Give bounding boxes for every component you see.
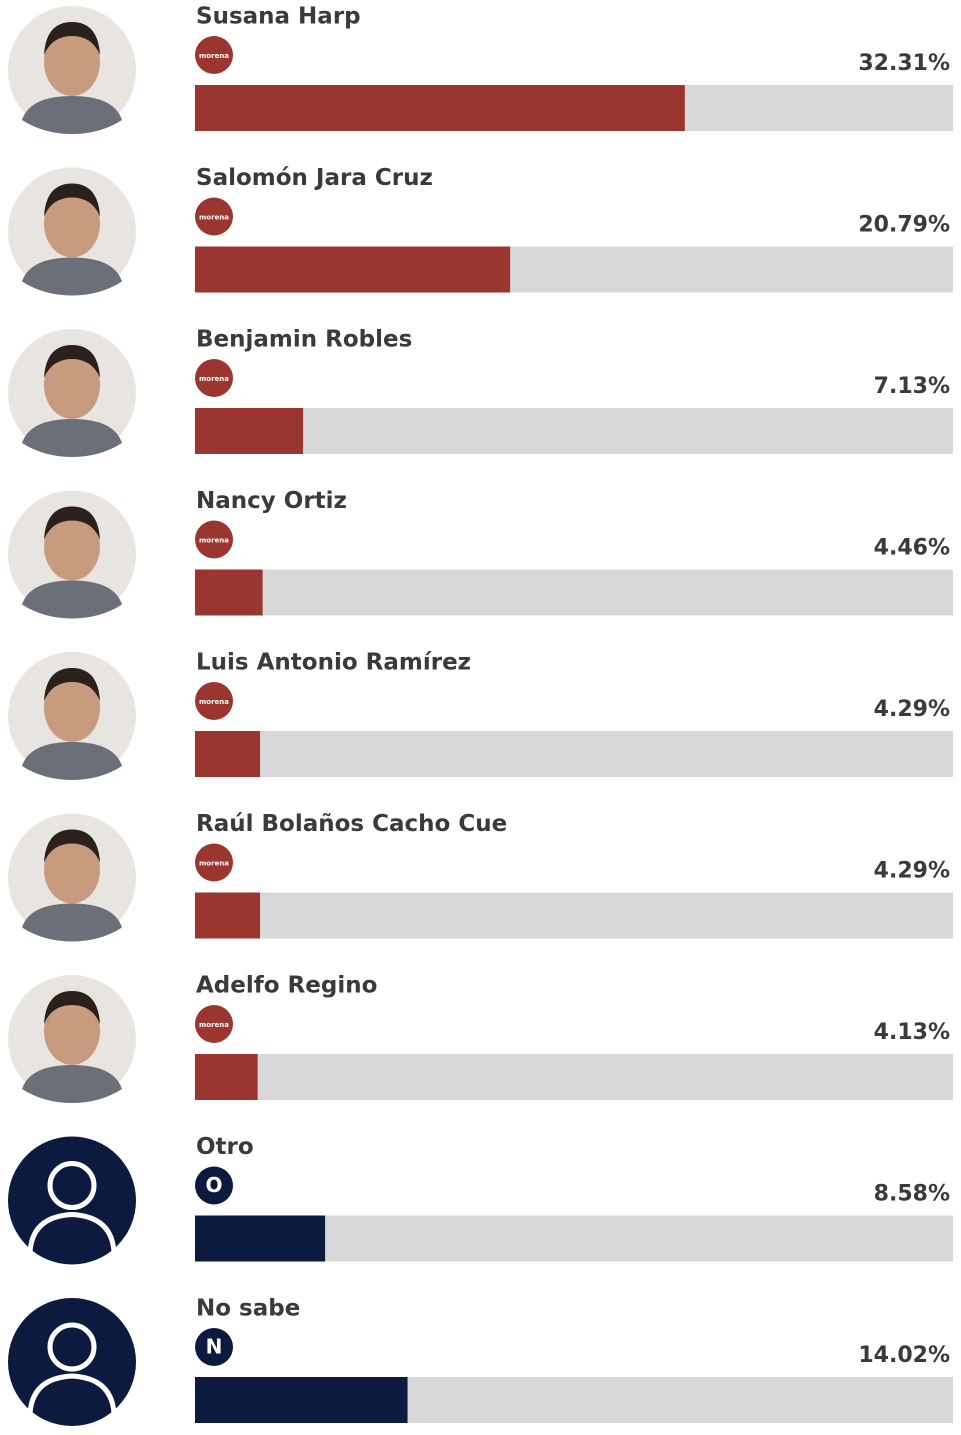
candidate-name: No sabe — [196, 1296, 300, 1322]
avatar — [8, 329, 136, 457]
party-badge — [195, 520, 233, 559]
avatar-shoulders — [22, 419, 122, 457]
party-badge-text: morena — [199, 1021, 229, 1029]
bar — [195, 892, 261, 939]
bar — [195, 246, 511, 293]
candidate-name: Nancy Ortiz — [196, 488, 347, 514]
avatar-body — [27, 1373, 117, 1415]
candidate-name: Raúl Bolaños Cacho Cue — [196, 811, 507, 837]
party-badge-text: morena — [199, 214, 229, 222]
candidate-name: Otro — [196, 1134, 254, 1160]
avatar-hair — [44, 668, 100, 701]
avatar — [8, 652, 136, 780]
avatar-head — [47, 1161, 97, 1210]
candidate-name: Luis Antonio Ramírez — [196, 650, 471, 676]
avatar-body — [27, 1211, 117, 1253]
avatar — [8, 6, 136, 134]
avatar-shoulders — [22, 1065, 122, 1103]
value-label: 20.79% — [858, 213, 950, 238]
bar-track — [195, 1054, 953, 1100]
party-badge — [195, 1005, 233, 1043]
party-badge — [195, 36, 233, 74]
avatar-shoulders — [22, 903, 122, 942]
avatar-head — [47, 1322, 97, 1372]
bar — [195, 85, 685, 131]
party-badge — [195, 1328, 233, 1366]
avatar — [8, 813, 136, 942]
bar — [195, 731, 261, 777]
party-badge-text: morena — [199, 860, 229, 868]
candidate-name: Susana Harp — [196, 4, 361, 30]
avatar — [8, 1298, 136, 1426]
avatar-shoulders — [22, 580, 122, 619]
avatar-face — [44, 351, 100, 419]
avatar-face — [44, 835, 100, 904]
bar — [195, 1054, 258, 1100]
bar — [195, 1215, 326, 1262]
avatar-circle — [8, 1136, 136, 1265]
value-label: 4.29% — [874, 697, 950, 722]
avatar-shoulders — [22, 742, 122, 780]
avatar-hair — [44, 22, 100, 55]
avatar-hair — [44, 991, 100, 1024]
avatar-hair — [44, 183, 100, 217]
party-badge-text: morena — [199, 698, 229, 706]
candidate-name: Salomón Jara Cruz — [196, 165, 433, 191]
avatar-face — [44, 28, 100, 96]
avatar-hair — [44, 506, 100, 540]
party-badge-text: morena — [199, 537, 229, 545]
party-badge — [195, 359, 233, 397]
avatar-face — [44, 189, 100, 258]
party-badge-text: N — [206, 1335, 223, 1359]
value-label: 14.02% — [858, 1343, 950, 1368]
party-badge — [195, 682, 233, 720]
value-label: 7.13% — [874, 374, 950, 399]
bar-track — [195, 408, 953, 454]
candidate-name: Adelfo Regino — [196, 973, 377, 999]
bar — [195, 408, 304, 454]
party-badge-text: morena — [199, 52, 229, 60]
avatar — [8, 975, 136, 1103]
avatar-face — [44, 512, 100, 581]
bar — [195, 569, 263, 616]
bar-track — [195, 892, 953, 939]
bar-track — [195, 569, 953, 616]
value-label: 4.29% — [874, 859, 950, 884]
avatar-hair — [44, 829, 100, 863]
avatar-shoulders — [22, 96, 122, 134]
avatar — [8, 1136, 136, 1265]
value-label: 32.31% — [858, 51, 950, 76]
candidate-name: Benjamin Robles — [196, 327, 412, 353]
value-label: 4.13% — [874, 1020, 950, 1045]
value-label: 4.46% — [874, 536, 950, 561]
avatar-shoulders — [22, 257, 122, 296]
avatar-hair — [44, 345, 100, 378]
avatar-face — [44, 674, 100, 742]
party-badge — [195, 1166, 233, 1205]
party-badge-text: morena — [199, 375, 229, 383]
avatar-face — [44, 997, 100, 1065]
avatar-circle — [8, 1298, 136, 1426]
avatar — [8, 167, 136, 296]
bar-track — [195, 731, 953, 777]
party-badge — [195, 843, 233, 882]
value-label: 8.58% — [874, 1182, 950, 1207]
avatar — [8, 490, 136, 619]
party-badge — [195, 197, 233, 236]
party-badge-text: O — [205, 1173, 222, 1197]
bar — [195, 1377, 408, 1423]
